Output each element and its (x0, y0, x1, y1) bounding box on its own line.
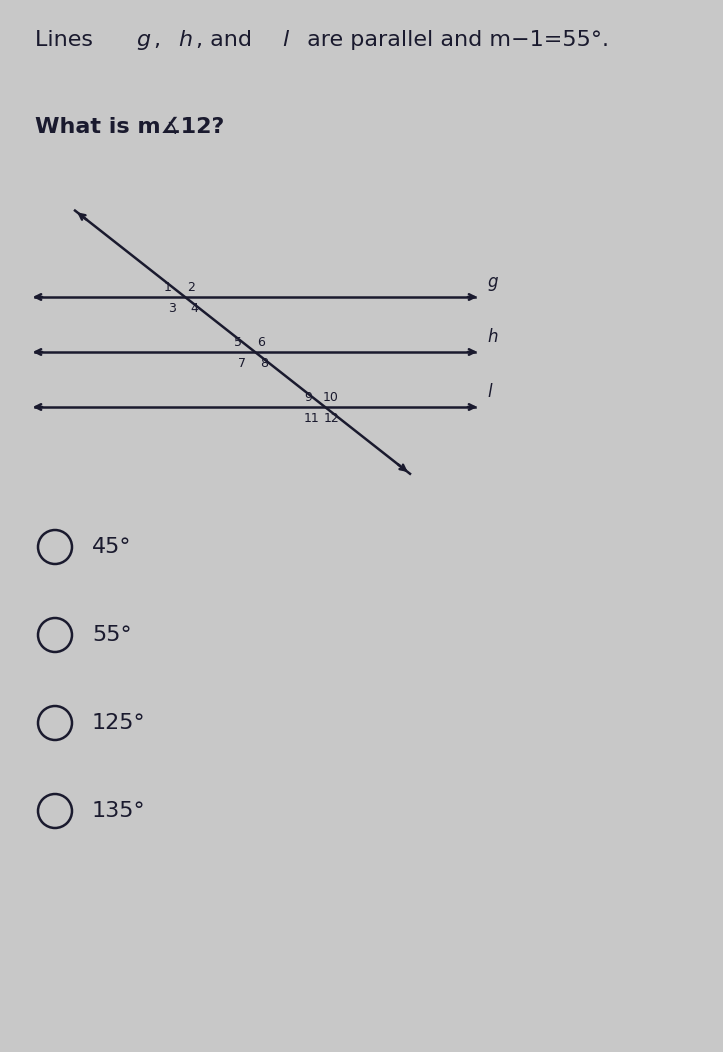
Text: 135°: 135° (92, 801, 145, 821)
Text: 3: 3 (168, 302, 176, 316)
Text: l: l (282, 31, 288, 50)
Text: g: g (487, 274, 497, 291)
Text: , and: , and (196, 31, 260, 50)
Text: 5: 5 (234, 337, 242, 349)
Text: 8: 8 (260, 358, 268, 370)
Text: Lines: Lines (35, 31, 100, 50)
Text: 55°: 55° (92, 625, 132, 645)
Text: 11: 11 (304, 412, 320, 425)
Text: are parallel and m−1=55°.: are parallel and m−1=55°. (301, 31, 609, 50)
Text: h: h (178, 31, 192, 50)
Text: l: l (487, 383, 492, 401)
Text: 4: 4 (190, 302, 198, 316)
Text: g: g (136, 31, 150, 50)
Text: 12: 12 (324, 412, 339, 425)
Text: 9: 9 (304, 391, 312, 404)
Text: What is m∡12?: What is m∡12? (35, 117, 224, 137)
Text: ,: , (154, 31, 168, 50)
Text: h: h (487, 328, 497, 346)
Text: 6: 6 (257, 337, 265, 349)
Text: 2: 2 (187, 281, 195, 295)
Text: 45°: 45° (92, 537, 132, 557)
Text: 7: 7 (238, 358, 246, 370)
Text: 1: 1 (164, 281, 172, 295)
Text: 10: 10 (322, 391, 338, 404)
Text: 125°: 125° (92, 713, 145, 733)
